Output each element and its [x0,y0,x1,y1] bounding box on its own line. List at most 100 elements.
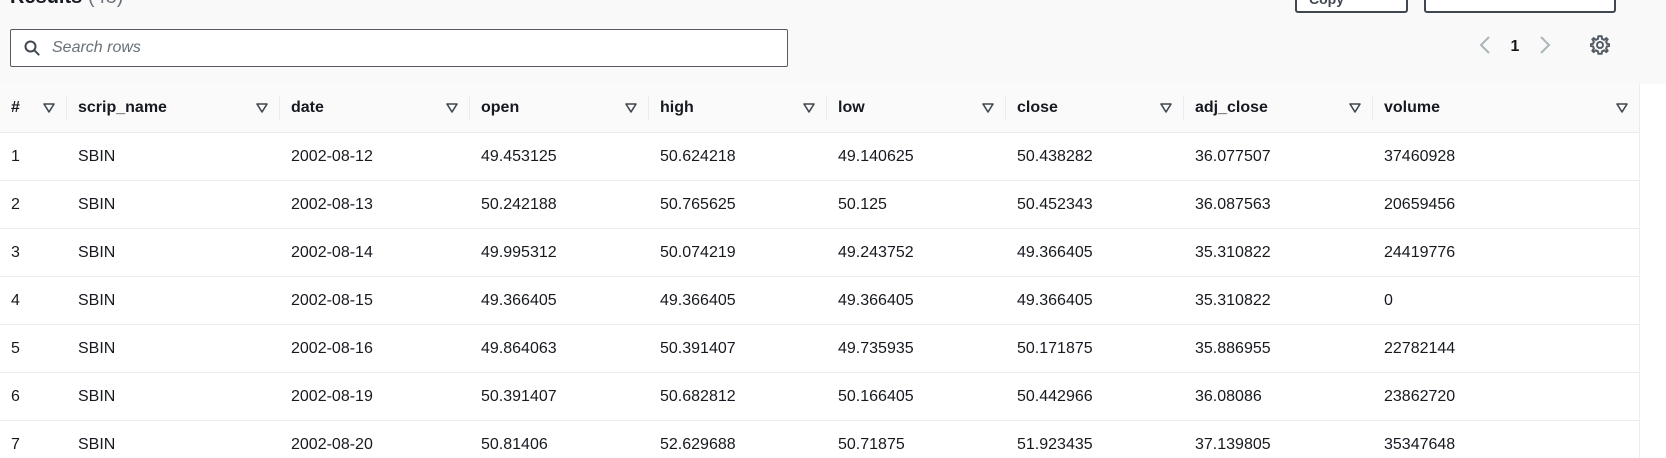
column-header[interactable]: date [280,84,470,133]
table-cell: 49.735935 [827,324,1006,373]
column-header-label: date [291,99,324,116]
table-cell: 35.310822 [1184,276,1373,325]
table-cell: 49.366405 [649,276,827,325]
gear-icon [1589,34,1611,60]
copy-button[interactable]: Copy [1295,0,1408,13]
table-cell: 35.886955 [1184,324,1373,373]
table-cell: 3 [0,228,67,277]
column-header[interactable]: adj_close [1184,84,1373,133]
table-cell: 37.139805 [1184,420,1373,458]
table-cell: 2002-08-14 [280,228,470,277]
table-cell: 1 [0,132,67,181]
table-cell: SBIN [67,372,280,421]
column-header[interactable]: volume [1373,84,1640,133]
table-cell: 20659456 [1373,180,1640,229]
table-row[interactable]: 1 SBIN 2002-08-12 49.453125 50.624218 49.1406… [0,132,1640,181]
column-header-label: high [660,99,694,116]
table-cell: 49.366405 [1006,276,1184,325]
table-cell: 50.438282 [1006,132,1184,181]
table-cell: 35347648 [1373,420,1640,458]
table-cell: 35.310822 [1184,228,1373,277]
column-header-label: low [838,99,865,116]
table-cell: 2002-08-15 [280,276,470,325]
table-cell: 2002-08-12 [280,132,470,181]
caret-down-icon[interactable] [982,102,994,114]
search-input[interactable] [52,39,752,57]
table-cell: 50.242188 [470,180,649,229]
table-scroll-edge [1639,84,1666,458]
table-cell: SBIN [67,132,280,181]
table-cell: 49.243752 [827,228,1006,277]
table-cell: 36.08086 [1184,372,1373,421]
table-cell: SBIN [67,180,280,229]
results-table: # scrip_name date open high low close adj_close… [0,84,1640,458]
next-page-button[interactable] [1532,32,1558,62]
caret-down-icon[interactable] [803,102,815,114]
column-header[interactable]: open [470,84,649,133]
table-cell: 50.624218 [649,132,827,181]
table-row[interactable]: 5 SBIN 2002-08-16 49.864063 50.391407 49.7359… [0,324,1640,373]
results-table-container: # scrip_name date open high low close adj_close… [0,84,1640,458]
table-cell: 2002-08-20 [280,420,470,458]
table-cell: 5 [0,324,67,373]
table-cell: 50.074219 [649,228,827,277]
caret-down-icon[interactable] [43,102,55,114]
table-row[interactable]: 7 SBIN 2002-08-20 50.81406 52.629688 50.71875… [0,420,1640,458]
column-header[interactable]: high [649,84,827,133]
caret-down-icon[interactable] [1160,102,1172,114]
table-cell: 50.125 [827,180,1006,229]
table-cell: 50.391407 [470,372,649,421]
page-number[interactable]: 1 [1510,38,1520,55]
column-resize-handle[interactable] [1005,96,1006,120]
caret-down-icon[interactable] [446,102,458,114]
settings-button[interactable] [1588,34,1612,60]
table-cell: 49.995312 [470,228,649,277]
table-cell: 36.077507 [1184,132,1373,181]
column-header[interactable]: close [1006,84,1184,133]
column-resize-handle[interactable] [648,96,649,120]
column-resize-handle[interactable] [66,96,67,120]
table-cell: 49.453125 [470,132,649,181]
table-cell: 2 [0,180,67,229]
column-resize-handle[interactable] [469,96,470,120]
column-header-label: close [1017,99,1058,116]
caret-down-icon[interactable] [625,102,637,114]
table-row[interactable]: 3 SBIN 2002-08-14 49.995312 50.074219 49.2437… [0,228,1640,277]
column-header[interactable]: low [827,84,1006,133]
table-cell: 23862720 [1373,372,1640,421]
column-resize-handle[interactable] [1183,96,1184,120]
results-count: (48) [88,0,124,8]
column-resize-handle[interactable] [1372,96,1373,120]
table-cell: 51.923435 [1006,420,1184,458]
column-header-label: scrip_name [78,99,167,116]
column-header-label: adj_close [1195,99,1268,116]
download-button[interactable] [1424,0,1616,13]
column-header-label: open [481,99,520,116]
column-header[interactable]: scrip_name [67,84,280,133]
column-resize-handle[interactable] [826,96,827,120]
table-row[interactable]: 4 SBIN 2002-08-15 49.366405 49.366405 49.3664… [0,276,1640,325]
column-header[interactable]: # [0,84,67,133]
table-cell: 50.171875 [1006,324,1184,373]
table-cell: 37460928 [1373,132,1640,181]
caret-down-icon[interactable] [256,102,268,114]
column-resize-handle[interactable] [279,96,280,120]
table-row[interactable]: 6 SBIN 2002-08-19 50.391407 50.682812 50.1664… [0,372,1640,421]
table-cell: SBIN [67,420,280,458]
table-cell: SBIN [67,228,280,277]
column-header-label: volume [1384,99,1441,116]
table-cell: 4 [0,276,67,325]
chevron-left-icon [1479,35,1491,60]
caret-down-icon[interactable] [1616,102,1628,114]
results-title: Results (48) [10,0,123,8]
column-header-label: # [11,99,20,116]
table-cell: 22782144 [1373,324,1640,373]
previous-page-button[interactable] [1472,32,1498,62]
table-cell: 49.140625 [827,132,1006,181]
table-cell: 49.366405 [1006,228,1184,277]
table-row[interactable]: 2 SBIN 2002-08-13 50.242188 50.765625 50.125 5… [0,180,1640,229]
search-box[interactable] [10,29,788,67]
caret-down-icon[interactable] [1349,102,1361,114]
table-cell: 50.166405 [827,372,1006,421]
table-cell: 50.391407 [649,324,827,373]
